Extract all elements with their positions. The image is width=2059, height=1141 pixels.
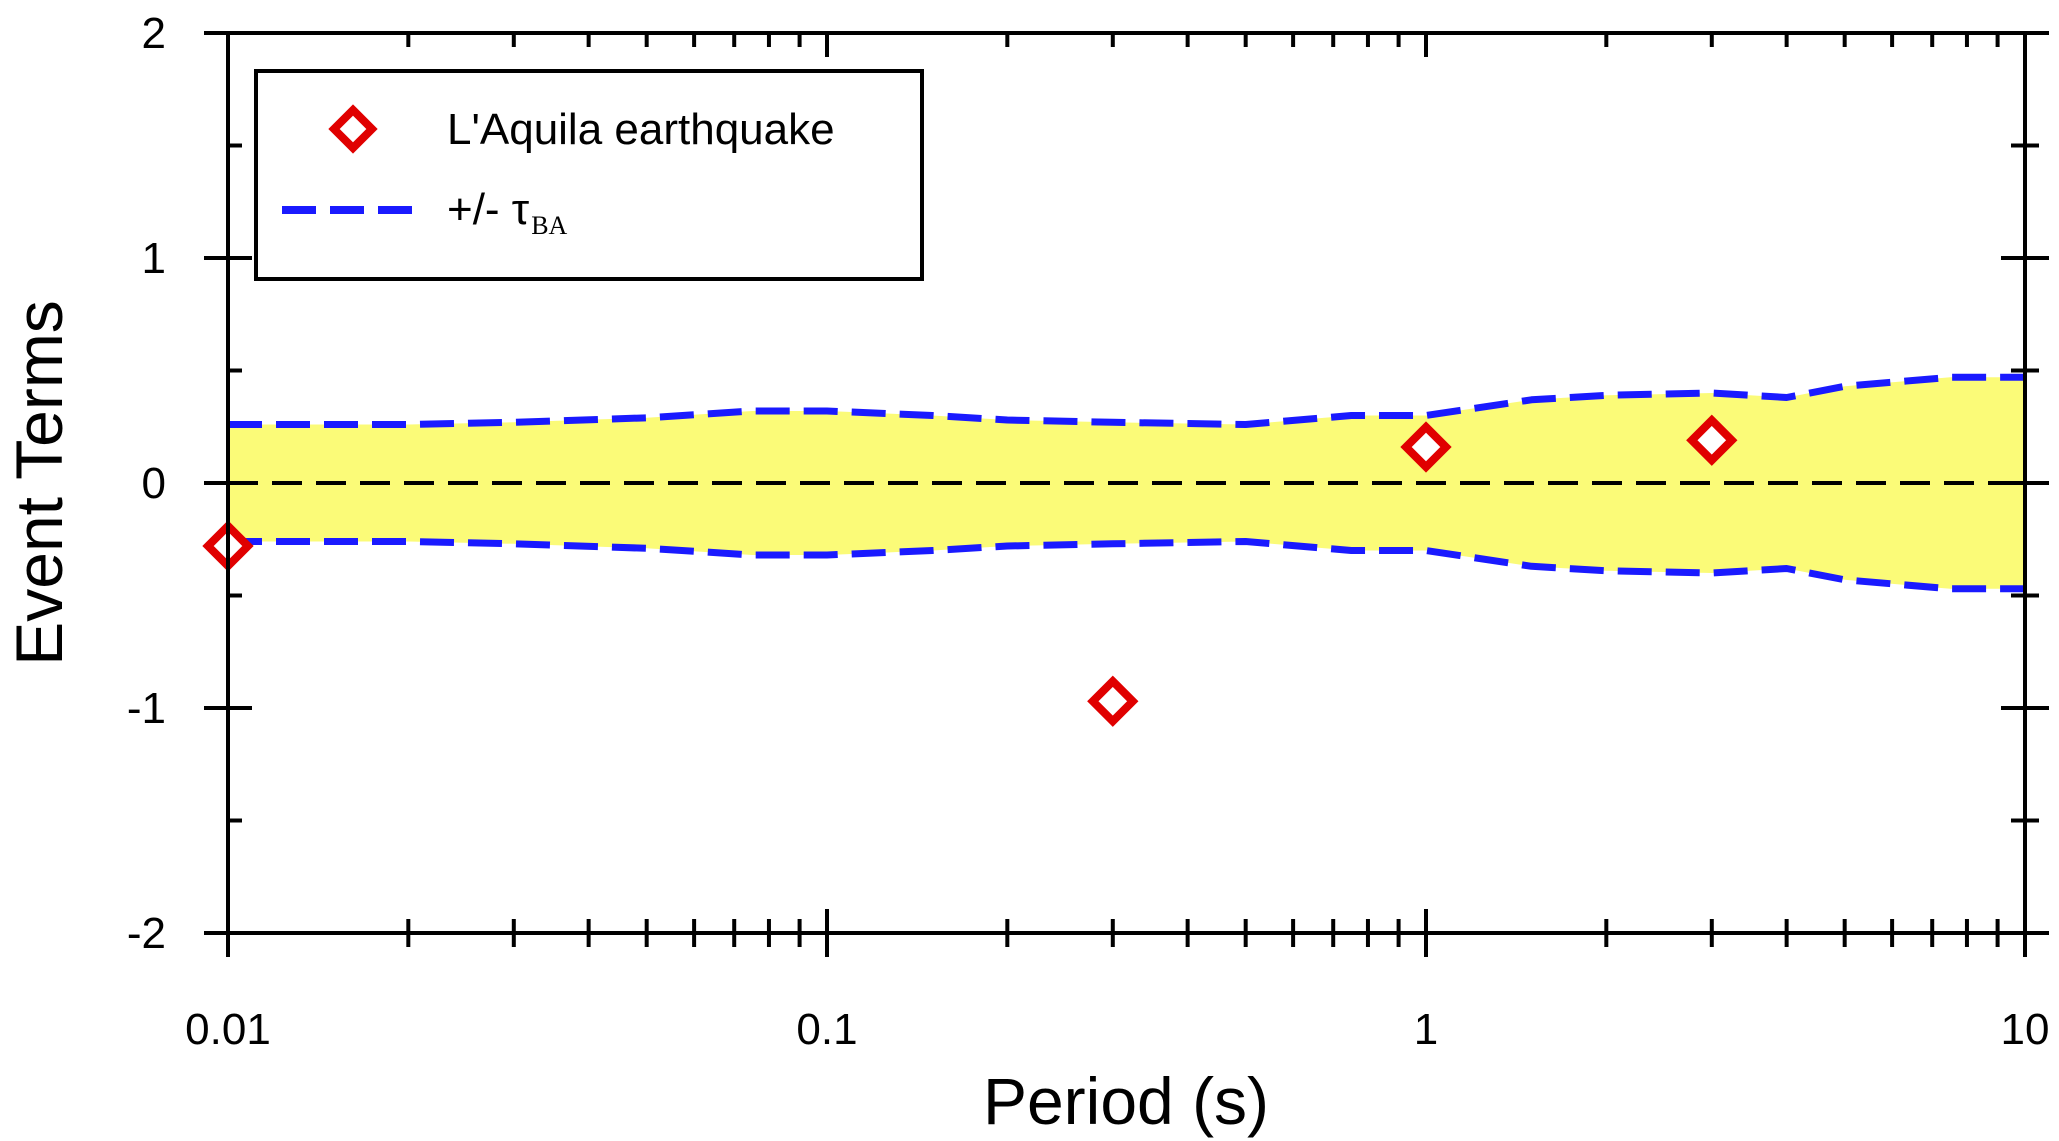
y-tick-label: 1	[142, 234, 166, 283]
legend-label-laquila: L'Aquila earthquake	[447, 105, 835, 154]
laquila-point-2	[1087, 675, 1139, 727]
legend-tau-subscript: BA	[531, 211, 567, 240]
x-tick-label: 1	[1414, 1005, 1438, 1054]
legend: L'Aquila earthquake +/- τBA	[254, 69, 924, 281]
plot-area	[202, 373, 2025, 727]
y-tick-label: -1	[127, 684, 166, 733]
y-tick-label: 2	[142, 9, 166, 58]
legend-label-tau: +/- τBA	[447, 185, 568, 240]
y-tick-label: -2	[127, 909, 166, 958]
x-tick-label: 0.01	[185, 1005, 271, 1054]
y-axis-title: Event Terms	[2, 300, 76, 666]
laquila-point-3	[1400, 421, 1452, 473]
y-tick-label: 0	[142, 459, 166, 508]
tau-band-lower-line	[228, 538, 2025, 593]
x-tick-label: 0.1	[796, 1005, 857, 1054]
legend-tau-main: +/- τ	[447, 185, 530, 234]
axis-ticks	[204, 31, 2049, 957]
legend-diamond-marker	[328, 104, 378, 154]
axis-tick-labels: 0.01 0.1 1 10 -2 -1 0 1 2	[127, 9, 2050, 1054]
legend-box	[254, 69, 924, 281]
laquila-point-4	[1686, 414, 1738, 466]
x-axis-title: Period (s)	[983, 1064, 1269, 1138]
tau-band-upper-line	[228, 373, 2025, 428]
x-tick-label: 10	[2001, 1005, 2050, 1054]
